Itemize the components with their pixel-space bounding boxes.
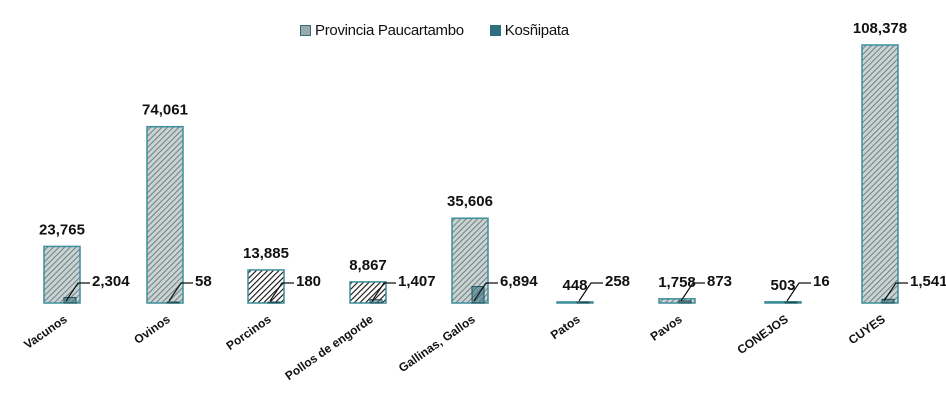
data-label-paucartambo-0: 23,765 (39, 221, 85, 238)
data-label-kosnipata-8: 1,541 (910, 273, 946, 290)
leader-line-5 (578, 282, 603, 302)
data-label-kosnipata-7: 16 (813, 273, 830, 290)
bar-kosnipata-8 (881, 298, 895, 304)
bar-paucartambo-7 (764, 301, 802, 304)
data-label-kosnipata-5: 258 (605, 273, 630, 290)
leader-line-1 (168, 282, 193, 302)
leader-line-0 (65, 282, 90, 302)
category-label-1: Ovinos (131, 312, 173, 347)
data-labels-layer: 23,765 2,304 74,061 58 13,885 180 8,867 1,407 35… (39, 20, 946, 294)
leader-line-6 (680, 282, 705, 302)
data-label-paucartambo-4: 35,606 (447, 193, 493, 210)
data-label-kosnipata-6: 873 (707, 273, 732, 290)
bar-kosnipata-2 (267, 301, 281, 304)
leader-line-7 (786, 282, 811, 302)
legend-swatch-paucartambo (300, 25, 311, 36)
bar-paucartambo-0 (43, 245, 81, 304)
bars-layer (43, 44, 908, 304)
data-label-kosnipata-0: 2,304 (92, 273, 130, 290)
bar-kosnipata-0 (63, 297, 77, 304)
data-label-paucartambo-7: 503 (770, 277, 795, 294)
leader-line-3 (371, 282, 396, 302)
legend-item-kosnipata: Kosñipata (489, 22, 569, 39)
legend-item-paucartambo: Provincia Paucartambo (300, 22, 464, 39)
bar-paucartambo-1 (146, 125, 184, 304)
data-label-kosnipata-3: 1,407 (398, 273, 436, 290)
category-label-4: Gallinas, Gallos (396, 312, 478, 375)
bar-paucartambo-8 (861, 44, 899, 304)
data-label-paucartambo-5: 448 (562, 277, 587, 294)
data-label-paucartambo-2: 13,885 (243, 245, 289, 262)
data-label-paucartambo-3: 8,867 (349, 257, 387, 274)
bar-paucartambo-3 (349, 281, 387, 304)
data-label-kosnipata-2: 180 (296, 273, 321, 290)
legend-swatch-kosnipata (489, 25, 501, 36)
data-label-paucartambo-1: 74,061 (142, 102, 188, 119)
leader-line-4 (473, 282, 498, 302)
data-label-kosnipata-1: 58 (195, 273, 212, 290)
data-label-kosnipata-4: 6,894 (500, 273, 538, 290)
category-label-0: Vacunos (21, 312, 70, 352)
bar-kosnipata-7 (784, 301, 798, 304)
category-labels-layer: Vacunos Ovinos Porcinos Pollos de engorde Ga… (21, 312, 887, 383)
leader-line-8 (883, 282, 908, 302)
category-label-6: Pavos (648, 312, 685, 344)
bar-paucartambo-2 (247, 269, 285, 304)
data-label-paucartambo-6: 1,758 (658, 274, 696, 291)
bar-kosnipata-3 (369, 299, 383, 304)
data-label-paucartambo-8: 108,378 (853, 20, 907, 37)
bar-paucartambo-5 (556, 301, 594, 304)
legend-label-paucartambo: Provincia Paucartambo (315, 22, 464, 39)
category-label-5: Patos (548, 312, 583, 342)
bar-paucartambo-6 (658, 298, 696, 304)
category-label-8: CUYES (846, 312, 888, 347)
legend-label-kosnipata: Kosñipata (504, 22, 569, 39)
category-label-7: CONEJOS (735, 312, 791, 357)
bar-kosnipata-1 (166, 301, 180, 304)
bar-kosnipata-5 (576, 301, 590, 304)
category-label-2: Porcinos (224, 312, 274, 353)
bar-kosnipata-6 (678, 300, 692, 304)
category-label-3: Pollos de engorde (282, 312, 376, 383)
chart-legend: Provincia Paucartambo Kosñipata (300, 22, 569, 39)
leader-line-2 (269, 282, 294, 302)
